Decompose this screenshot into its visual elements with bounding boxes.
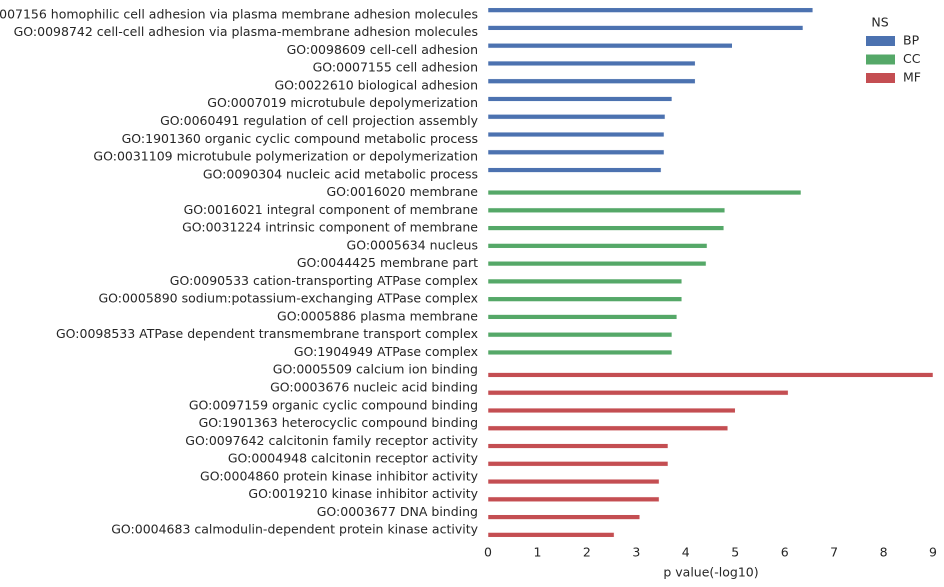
bar <box>487 167 662 173</box>
legend-swatch <box>866 36 895 46</box>
x-tick-label: 2 <box>583 545 591 560</box>
bar <box>487 78 696 84</box>
legend-label: MF <box>903 70 921 85</box>
y-tick-label: GO:0004860 protein kinase inhibitor acti… <box>200 468 479 483</box>
bar <box>487 131 665 138</box>
y-tick-label: GO:0005634 nucleus <box>347 237 478 252</box>
legend-label: BP <box>903 33 920 48</box>
y-tick-label: GO:1901360 organic cyclic compound metab… <box>122 131 478 146</box>
x-axis-label: p value(-log10) <box>663 565 758 580</box>
y-tick-label: GO:1901363 heterocyclic compound binding <box>199 415 478 430</box>
x-tick-label: 7 <box>830 545 838 560</box>
bar <box>487 296 683 302</box>
y-tick-label: GO:0097159 organic cyclic compound bindi… <box>189 397 478 412</box>
bar <box>487 25 804 31</box>
bar <box>487 7 814 13</box>
y-tick-label: GO:0090304 nucleic acid metabolic proces… <box>203 166 478 181</box>
y-tick-label: GO:0098742 cell-cell adhesion via plasma… <box>14 24 478 39</box>
bar <box>487 332 673 338</box>
y-tick-label: GO:0044425 membrane part <box>297 255 478 270</box>
legend-title: NS <box>871 15 888 30</box>
bar <box>487 314 678 320</box>
y-tick-label: GO:1904949 ATPase complex <box>294 344 478 359</box>
y-tick-label: GO:0019210 kinase inhibitor activity <box>248 486 478 501</box>
x-tick-label: 0 <box>484 545 492 560</box>
bar <box>487 60 696 67</box>
y-tick-label: GO:0007156 homophilic cell adhesion via … <box>0 6 478 21</box>
y-tick-label: GO:0060491 regulation of cell projection… <box>160 113 478 128</box>
legend-label: CC <box>903 51 921 66</box>
x-tick-label: 4 <box>682 545 690 560</box>
bar <box>487 96 673 102</box>
x-tick-label: 8 <box>880 545 888 560</box>
y-tick-label: GO:0090533 cation-transporting ATPase co… <box>170 273 478 288</box>
y-tick-label: GO:0005890 sodium:potassium-exchanging A… <box>98 291 478 306</box>
bar <box>487 349 673 356</box>
x-tick-label: 3 <box>632 545 640 560</box>
legend-swatch <box>866 73 895 83</box>
bar <box>487 372 934 378</box>
y-tick-label: GO:0007019 microtubule depolymerization <box>207 95 478 110</box>
bar <box>487 207 726 213</box>
bar <box>487 478 660 485</box>
legend-swatch <box>866 54 895 65</box>
y-tick-label: GO:0007155 cell adhesion <box>313 60 478 75</box>
y-tick-label: GO:0016021 integral component of membran… <box>184 202 479 217</box>
x-tick-label: 9 <box>929 545 937 560</box>
bar <box>487 243 708 249</box>
bar <box>487 260 707 267</box>
bar <box>487 496 660 502</box>
bar <box>487 443 669 449</box>
bar <box>487 149 665 155</box>
y-tick-label: GO:0031109 microtubule polymerization or… <box>93 149 478 164</box>
y-tick-label: GO:0003676 nucleic acid binding <box>270 379 478 394</box>
y-tick-label: GO:0031224 intrinsic component of membra… <box>182 220 478 235</box>
bar <box>487 407 736 414</box>
y-tick-label: GO:0097642 calcitonin family receptor ac… <box>185 433 478 448</box>
y-tick-label: GO:0004683 calmodulin-dependent protein … <box>111 522 478 537</box>
bar <box>487 189 802 196</box>
bar <box>487 114 666 120</box>
x-tick-label: 5 <box>731 545 739 560</box>
y-tick-label: GO:0022610 biological adhesion <box>275 77 479 92</box>
bar <box>487 514 641 520</box>
bar <box>487 278 683 285</box>
y-tick-label: GO:0005886 plasma membrane <box>277 308 478 323</box>
y-tick-label: GO:0098609 cell-cell adhesion <box>287 42 478 57</box>
bar <box>487 390 789 396</box>
bar <box>487 425 729 431</box>
bar <box>487 461 669 467</box>
y-tick-label: GO:0016020 membrane <box>326 184 478 199</box>
x-tick-label: 1 <box>533 545 541 560</box>
y-tick-label: GO:0004948 calcitonin receptor activity <box>228 451 479 466</box>
y-tick-label: GO:0003677 DNA binding <box>317 504 478 519</box>
bar <box>487 43 733 49</box>
bar <box>487 225 725 231</box>
y-tick-label: GO:0098533 ATPase dependent transmembran… <box>56 326 478 341</box>
y-tick-label: GO:0005509 calcium ion binding <box>273 362 478 377</box>
bar <box>487 532 615 538</box>
x-tick-label: 6 <box>781 545 789 560</box>
